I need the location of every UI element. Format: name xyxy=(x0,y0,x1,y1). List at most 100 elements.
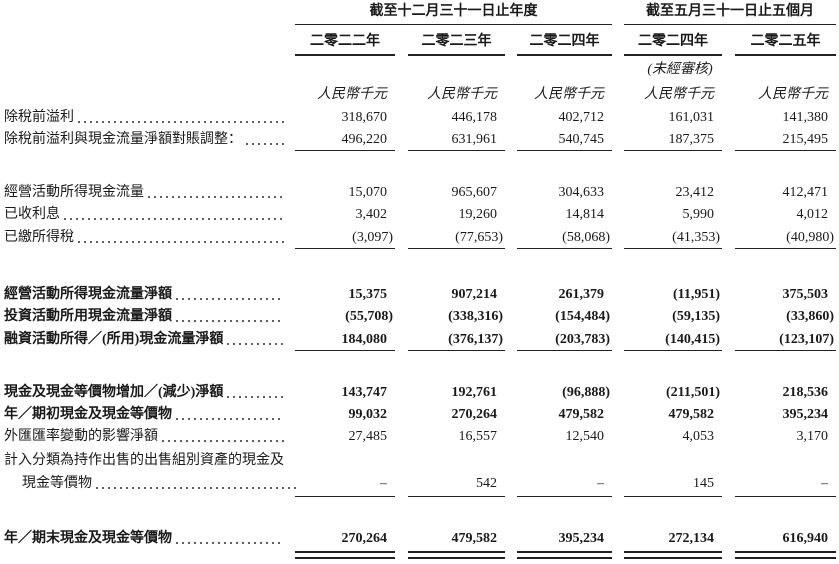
rule xyxy=(517,150,612,151)
cell-value: 3,170 xyxy=(796,429,829,444)
cell-value: 479,582 xyxy=(451,531,498,546)
rule xyxy=(295,54,395,56)
rule xyxy=(624,496,722,497)
cell-value: 4,053 xyxy=(682,429,715,444)
cell-value: 304,633 xyxy=(558,185,605,200)
rule xyxy=(408,350,505,351)
rule xyxy=(408,551,505,553)
label-text: 融資活動所得／(所用)現金流量淨額 xyxy=(4,332,224,347)
cell-value: (338,316) xyxy=(448,309,503,324)
cell-value: 395,234 xyxy=(558,531,605,546)
cell-value: 14,814 xyxy=(565,207,605,222)
leader xyxy=(146,196,284,198)
cell-value: 446,178 xyxy=(451,110,498,125)
label-text: 現金及現金等價物增加／(減少)淨額 xyxy=(4,385,224,400)
cell-value: 3,402 xyxy=(355,207,388,222)
rule xyxy=(408,248,505,249)
row-label: 已繳所得稅 xyxy=(4,229,286,247)
row-label: 投資活動所用現金流量淨額 xyxy=(4,308,286,326)
cell-value: 16,557 xyxy=(458,429,498,444)
rule xyxy=(408,496,505,497)
rule xyxy=(624,350,722,351)
rule xyxy=(735,557,836,559)
cell-value: (96,888) xyxy=(562,385,610,400)
cell-value: 631,961 xyxy=(451,132,498,147)
cell-value: 907,214 xyxy=(451,287,498,302)
rule xyxy=(735,551,836,553)
cell-value: 27,485 xyxy=(348,429,388,444)
row-label: 經營活動所得現金流量淨額 xyxy=(4,286,286,304)
cell-value: 218,536 xyxy=(782,385,829,400)
label-text: 除稅前溢利 xyxy=(4,110,74,125)
cell-value: 15,375 xyxy=(348,287,388,302)
column-header: 二零二二年 xyxy=(310,34,380,49)
rule xyxy=(735,350,836,351)
rule xyxy=(408,54,505,56)
group-header: 截至十二月三十一日止年度 xyxy=(369,4,538,19)
cell-value: 184,080 xyxy=(341,332,388,347)
label-text: 現金等價物 xyxy=(22,476,92,491)
rule xyxy=(295,24,612,25)
cell-value: 187,375 xyxy=(668,132,715,147)
row-label: 除稅前溢利與現金流量淨額對賬調整： xyxy=(4,131,286,149)
label-text: 投資活動所用現金流量淨額 xyxy=(4,309,172,324)
cell-value: 143,747 xyxy=(341,385,388,400)
leader xyxy=(76,241,284,243)
rule xyxy=(624,54,722,56)
cell-value: 412,471 xyxy=(782,185,829,200)
cell-value: 542 xyxy=(476,476,497,491)
unit-label: 人民幣千元 xyxy=(758,87,828,102)
leader xyxy=(76,121,284,123)
unit-label: 人民幣千元 xyxy=(427,87,497,102)
rule xyxy=(624,150,722,151)
rule xyxy=(735,496,836,497)
label-text: 已收利息 xyxy=(4,207,60,222)
cell-value: 395,234 xyxy=(782,407,829,422)
cell-value: 15,070 xyxy=(348,185,388,200)
leader xyxy=(174,418,284,420)
column-header: 二零二四年 xyxy=(529,34,600,49)
row-label: 現金及現金等價物增加／(減少)淨額 xyxy=(4,384,286,402)
rule xyxy=(624,24,836,25)
leader xyxy=(160,440,284,442)
cell-value: 479,582 xyxy=(668,407,715,422)
cell-value: 616,940 xyxy=(782,531,829,546)
row-label: 年／期末現金及現金等價物 xyxy=(4,530,286,548)
cell-value: 145 xyxy=(693,476,714,491)
cell-value: (3,097) xyxy=(352,230,393,245)
unit-label: 人民幣千元 xyxy=(644,87,714,102)
cell-value: (58,068) xyxy=(562,230,610,245)
cell-value: 261,379 xyxy=(558,287,605,302)
label-text: 經營活動所得現金流量 xyxy=(4,185,144,200)
rule xyxy=(624,551,722,553)
unaudited-note: (未經審核) xyxy=(647,62,713,77)
cell-value: 141,380 xyxy=(782,110,829,125)
rule xyxy=(517,551,612,553)
cell-value: 4,012 xyxy=(796,207,829,222)
leader xyxy=(244,143,284,145)
cell-value: (55,708) xyxy=(345,309,393,324)
rule xyxy=(735,248,836,249)
leader xyxy=(94,487,298,489)
rule xyxy=(295,350,395,351)
cell-value: (211,501) xyxy=(665,385,720,400)
cell-value: 272,134 xyxy=(668,531,715,546)
cell-value: 318,670 xyxy=(341,110,388,125)
label-text: 年／期初現金及現金等價物 xyxy=(4,407,172,422)
row-label: 計入分類為持作出售的出售組別資產的現金及 xyxy=(4,453,284,468)
label-text: 已繳所得稅 xyxy=(4,230,74,245)
rule xyxy=(408,557,505,559)
cell-value: 161,031 xyxy=(668,110,715,125)
cell-value: – xyxy=(821,476,828,491)
leader xyxy=(62,218,284,220)
rule xyxy=(295,557,395,559)
label-text: 外匯匯率變動的影響淨額 xyxy=(4,429,158,444)
cell-value: 23,412 xyxy=(675,185,715,200)
rule xyxy=(295,248,395,249)
rule xyxy=(517,248,612,249)
cell-value: (41,353) xyxy=(672,230,720,245)
label-text: 經營活動所得現金流量淨額 xyxy=(4,287,172,302)
column-header: 二零二三年 xyxy=(421,34,492,49)
rule xyxy=(517,54,612,56)
leader xyxy=(225,343,284,345)
